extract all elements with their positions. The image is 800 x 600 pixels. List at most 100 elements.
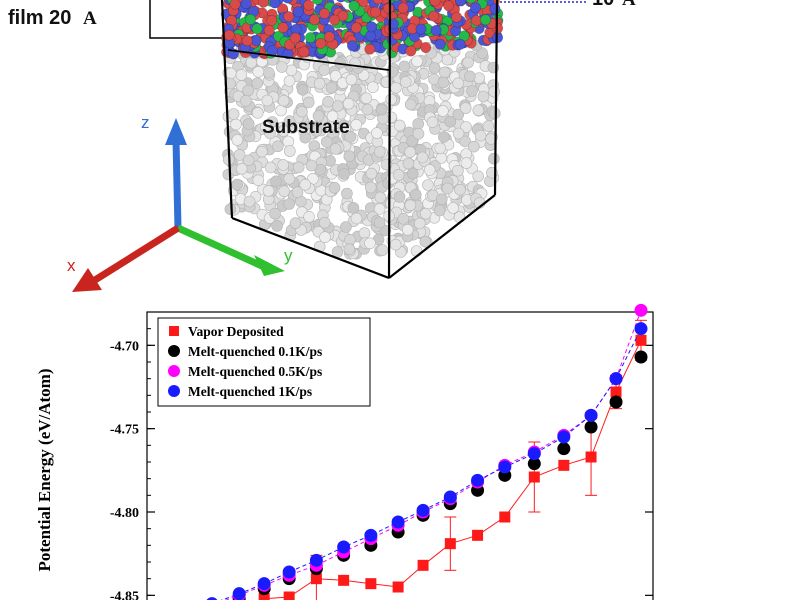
substrate-label: Substrate: [262, 117, 350, 138]
film-atom: [337, 10, 349, 22]
legend: Vapor Deposited Melt-quenched 0.1K/ps Melt…: [157, 317, 371, 407]
film-atom: [479, 14, 491, 26]
substrate-atom: [392, 169, 405, 181]
substrate-atom: [358, 227, 371, 239]
substrate-atom: [322, 95, 334, 108]
legend-box: [157, 317, 371, 407]
substrate-atom: [262, 185, 275, 197]
data-point-square: [585, 451, 597, 463]
data-point-circle: [584, 408, 598, 422]
substrate-atom: [437, 131, 450, 143]
substrate-atom: [233, 149, 246, 161]
substrate-atom: [329, 70, 342, 82]
film-atom: [323, 31, 335, 43]
film-atom: [392, 0, 401, 2]
film-atom: [257, 0, 269, 8]
data-point-circle: [471, 473, 485, 487]
substrate-atom: [278, 185, 291, 198]
substrate-atom: [437, 76, 450, 89]
substrate-atom: [389, 238, 402, 251]
series-layer: [206, 303, 648, 600]
substrate-atom: [428, 62, 441, 74]
substrate-atom: [474, 129, 487, 142]
substrate-atom: [283, 173, 296, 185]
substrate-atom: [231, 178, 243, 191]
substrate-atom: [364, 181, 377, 194]
substrate-atom: [399, 76, 412, 88]
film-thickness-unit: A: [83, 8, 97, 29]
film-atom: [251, 23, 263, 35]
substrate-atom: [404, 146, 416, 158]
substrate-atom: [401, 224, 414, 236]
y-axis-ticks: -4.70 -4.75 -4.80 -4.85: [110, 311, 653, 600]
film-atom: [304, 32, 316, 44]
substrate-atom: [271, 220, 283, 232]
film-atom: [483, 0, 491, 2]
data-point-circle: [609, 395, 623, 409]
substrate-atom: [277, 125, 290, 137]
film-atom: [372, 0, 384, 5]
film-atom: [315, 37, 327, 49]
substrate-atom: [376, 244, 389, 256]
substrate-atom: [350, 212, 363, 225]
substrate-atom: [364, 237, 376, 250]
substrate-atom: [406, 135, 418, 147]
substrate-atom: [235, 69, 248, 81]
substrate-atom: [385, 93, 398, 106]
substrate-atom: [283, 75, 296, 87]
substrate-atom: [227, 108, 240, 120]
film-atom: [328, 14, 340, 26]
substrate-atom: [406, 167, 419, 180]
data-point-square: [472, 529, 484, 541]
film-atom: [434, 38, 446, 50]
substrate-atom: [319, 231, 331, 243]
film-atom: [298, 46, 310, 58]
data-point-square: [610, 386, 622, 398]
substrate-atom: [462, 56, 474, 69]
substrate-atom: [340, 221, 352, 233]
data-point-circle: [232, 587, 246, 600]
substrate-atom: [398, 60, 411, 73]
substrate-atom: [452, 164, 464, 177]
substrate-atom: [409, 188, 422, 201]
substrate-atom: [320, 136, 333, 148]
substrate-atom: [466, 85, 478, 97]
substrate-atom: [296, 105, 308, 118]
data-point-square: [283, 591, 295, 600]
film-callout-line: [149, 0, 233, 39]
substrate-atom: [393, 119, 406, 132]
data-point-circle: [443, 490, 457, 504]
substrate-atom: [344, 131, 357, 143]
substrate-atom: [373, 146, 386, 158]
data-point-circle: [337, 540, 351, 554]
substrate-atom: [416, 151, 429, 164]
film-atom: [350, 22, 362, 34]
film-atom: [245, 13, 257, 25]
data-point-square: [310, 573, 322, 585]
film-atom: [489, 3, 501, 15]
data-point-circle: [309, 553, 323, 567]
film-atom: [303, 0, 315, 11]
film-thickness-label: film 20: [8, 7, 71, 29]
substrate-atom: [422, 179, 434, 191]
substrate-atom: [426, 116, 439, 128]
film-atom: [420, 41, 432, 53]
y-tick-label: -4.85: [110, 589, 139, 600]
substrate-atom: [242, 154, 255, 167]
legend-marker: [168, 365, 180, 377]
thickness-label: 10: [592, 0, 614, 10]
substrate-atom: [452, 108, 465, 121]
substrate-atom: [488, 152, 500, 165]
substrate-atom: [342, 97, 355, 110]
substrate-atom: [310, 125, 323, 137]
box-wireframe: [220, 0, 499, 280]
atom-cloud: [220, 0, 504, 260]
substrate-atom: [371, 127, 383, 139]
substrate-atom: [303, 211, 315, 223]
legend-label: Melt-quenched 0.5K/ps: [188, 364, 322, 379]
substrate-atom: [404, 98, 417, 111]
data-point-square: [365, 578, 377, 590]
film-atom: [443, 0, 455, 12]
substrate-atom: [444, 115, 457, 128]
substrate-atom: [299, 178, 312, 191]
